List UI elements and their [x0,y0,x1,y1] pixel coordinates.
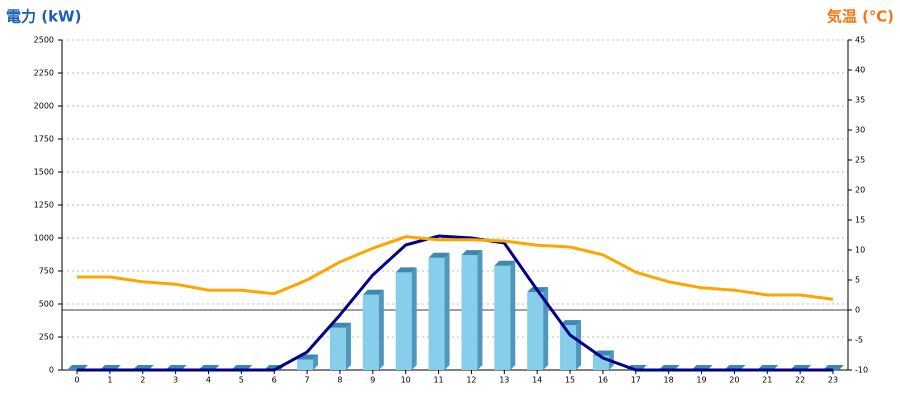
x-tick-label: 12 [466,376,476,385]
y2-tick-label: 10 [855,246,865,255]
bar-front [494,265,511,370]
x-tick-label: 16 [598,376,608,385]
bar [362,289,384,370]
bar-side [411,267,417,370]
x-tick-label: 14 [532,376,542,385]
bar-side [576,320,582,370]
x-tick-label: 1 [107,376,112,385]
bar [395,267,417,370]
line [77,234,833,372]
x-tick-label: 2 [140,376,145,385]
y-tick-label: 2250 [34,69,54,78]
bar-side [444,252,450,370]
y2-tick-label: 20 [855,186,865,195]
bar-side [313,354,319,370]
bar-front [329,327,346,370]
y-tick-label: 750 [39,267,54,276]
y2-tick-label: -5 [855,336,863,345]
x-tick-label: 19 [696,376,706,385]
y-tick-label: 0 [49,366,54,375]
x-tick-label: 15 [565,376,575,385]
bar-top [395,267,417,273]
y2-tick-label: 45 [855,36,865,45]
bar [428,252,450,370]
bar [527,287,549,370]
y2-tick-label: 35 [855,96,865,105]
y-tick-label: 2000 [34,102,54,111]
bar-side [510,260,516,370]
x-tick-label: 9 [370,376,375,385]
y2-tick-label: 5 [855,276,860,285]
bar [494,260,516,370]
y2-tick-label: 0 [855,306,860,315]
x-tick-label: 21 [762,376,772,385]
x-tick-label: 18 [664,376,674,385]
x-tick-label: 22 [795,376,805,385]
bar-front [461,255,478,370]
y2-tick-label: 15 [855,216,865,225]
bar-front [527,292,544,370]
bar-top [560,320,582,326]
bar-front [362,294,379,370]
x-tick-label: 20 [729,376,739,385]
x-tick-label: 7 [305,376,310,385]
x-tick-label: 6 [272,376,277,385]
bar-side [477,250,483,370]
y2-tick-label: 40 [855,66,865,75]
bar [461,250,483,370]
x-tick-label: 4 [206,376,211,385]
y-tick-label: 1000 [34,234,54,243]
bar-top [329,322,351,328]
x-tick-label: 17 [631,376,641,385]
y2-tick-label: 25 [855,156,865,165]
y-tick-label: 500 [39,300,54,309]
x-tick-label: 23 [828,376,838,385]
x-tick-label: 11 [433,376,443,385]
y2-tick-label: -10 [855,366,868,375]
x-tick-label: 8 [337,376,342,385]
bar-side [543,287,549,370]
bar-front [395,272,412,370]
bar-side [345,322,351,370]
y-tick-label: 1500 [34,168,54,177]
x-tick-label: 5 [239,376,244,385]
bar-top [362,289,384,295]
x-tick-label: 13 [499,376,509,385]
y-tick-label: 1750 [34,135,54,144]
bar-front [297,359,314,370]
line [77,235,834,301]
y2-axis-title: 気温 (℃) [827,8,894,26]
bar-front [428,257,445,370]
bar-top [494,260,516,266]
bar [329,322,351,370]
bar-top [428,252,450,258]
x-tick-label: 10 [401,376,411,385]
bar-top [461,250,483,256]
x-tick-label: 0 [74,376,79,385]
y-axis-title: 電力 (kW) [6,8,81,26]
bar-side [378,289,384,370]
y-tick-label: 2500 [34,36,54,45]
y-tick-label: 250 [39,333,54,342]
y2-tick-label: 30 [855,126,865,135]
y-tick-label: 1250 [34,201,54,210]
x-tick-label: 3 [173,376,178,385]
